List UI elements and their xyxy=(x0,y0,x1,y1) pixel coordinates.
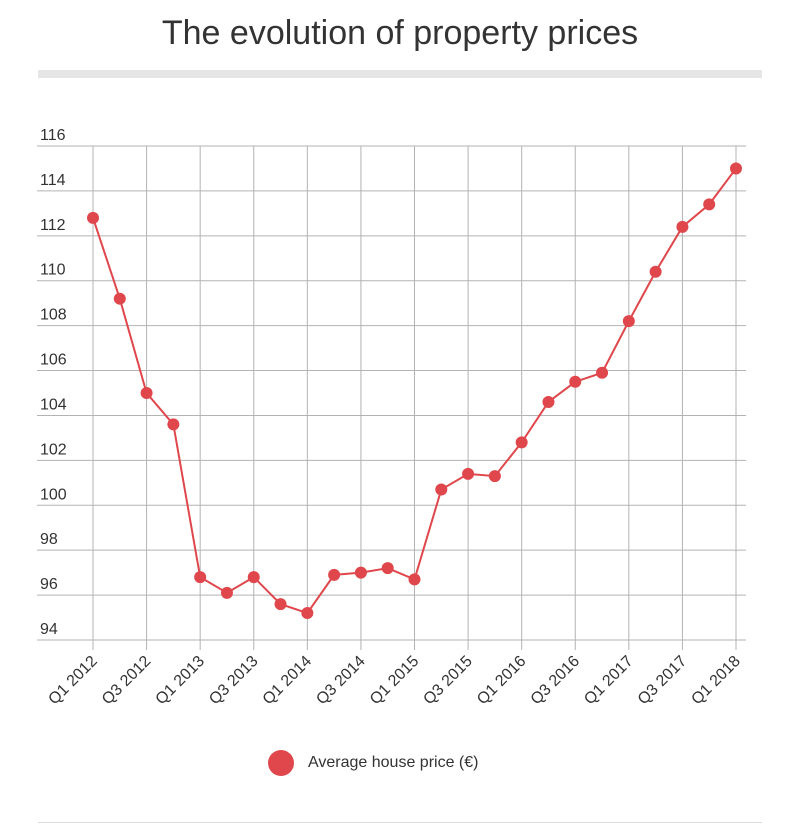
x-tick-label: Q3 2017 xyxy=(635,653,690,708)
y-tick-label: 100 xyxy=(40,486,67,503)
data-point xyxy=(381,562,394,575)
data-point xyxy=(676,220,689,233)
data-point xyxy=(649,265,662,278)
data-point xyxy=(730,162,742,175)
x-tick-label: Q3 2013 xyxy=(206,653,261,708)
y-tick-label: 114 xyxy=(40,172,66,189)
data-point xyxy=(113,292,126,305)
x-tick-label: Q3 2012 xyxy=(99,653,154,708)
y-tick-label: 112 xyxy=(40,217,66,234)
x-tick-label: Q1 2012 xyxy=(45,653,100,708)
x-tick-label: Q3 2014 xyxy=(313,653,368,708)
data-point xyxy=(569,375,582,388)
data-point xyxy=(596,366,609,379)
data-point xyxy=(354,566,367,579)
data-point xyxy=(622,315,635,328)
data-point xyxy=(167,418,180,431)
y-tick-label: 98 xyxy=(40,531,58,548)
data-point xyxy=(462,467,475,480)
legend-label: Average house price (€) xyxy=(308,754,479,771)
x-tick-label: Q1 2017 xyxy=(581,653,636,708)
footer-divider xyxy=(38,822,762,823)
data-point xyxy=(87,211,99,224)
data-point xyxy=(274,598,287,611)
line-chart: 94 96 98 100 102 104 106 108 110 112 114 116 Q1 201… xyxy=(37,127,746,708)
y-tick-label: 106 xyxy=(40,352,67,369)
data-point xyxy=(220,586,233,599)
x-tick-label: Q3 2016 xyxy=(528,653,583,708)
x-tick-label: Q1 2018 xyxy=(688,653,743,708)
data-point xyxy=(542,395,555,408)
title-divider xyxy=(38,70,762,78)
x-tick-label: Q1 2015 xyxy=(367,653,422,708)
data-point xyxy=(515,436,528,449)
data-point xyxy=(301,607,314,620)
x-tick-label: Q3 2015 xyxy=(420,653,475,708)
data-point xyxy=(488,470,501,483)
y-tick-label: 110 xyxy=(40,262,66,279)
y-tick-label: 94 xyxy=(40,621,58,638)
data-point xyxy=(703,198,716,211)
y-tick-label: 116 xyxy=(40,127,66,144)
data-point xyxy=(140,387,153,399)
data-point xyxy=(247,571,260,584)
y-tick-label: 96 xyxy=(40,576,58,593)
x-tick-label: Q1 2016 xyxy=(474,653,529,708)
legend-marker xyxy=(268,750,294,776)
x-tick-label: Q1 2014 xyxy=(260,653,315,708)
data-point xyxy=(194,571,207,584)
data-point xyxy=(408,573,421,586)
y-tick-label: 102 xyxy=(40,441,67,458)
data-point xyxy=(328,568,341,581)
chart-title: The evolution of property prices xyxy=(161,14,639,52)
x-tick-label: Q1 2013 xyxy=(153,653,208,708)
y-tick-label: 108 xyxy=(40,307,67,324)
data-point xyxy=(435,483,448,496)
legend: Average house price (€) xyxy=(268,750,478,776)
y-tick-label: 104 xyxy=(40,396,67,413)
